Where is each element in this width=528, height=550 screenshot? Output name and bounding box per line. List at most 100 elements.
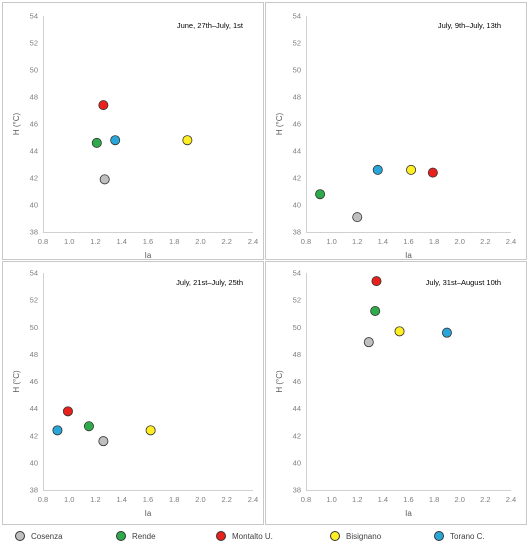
y-tick-label: 54 <box>293 12 301 21</box>
point-cosenza <box>98 436 109 447</box>
legend-label-rende: Rende <box>132 531 156 541</box>
x-tick-label: 1.8 <box>429 237 439 246</box>
x-tick-label: 2.0 <box>195 495 205 504</box>
y-tick-label: 38 <box>30 228 38 237</box>
y-tick-label: 50 <box>30 323 38 332</box>
y-tick-label: 46 <box>293 120 301 129</box>
x-tick-label: 2.0 <box>455 237 465 246</box>
x-axis-title: Ia <box>145 509 152 518</box>
x-tick-label: 2.4 <box>506 495 516 504</box>
x-tick-label: 0.8 <box>301 237 311 246</box>
panel-title-3: July, 21st–July, 25th <box>176 278 243 287</box>
x-tick-label: 1.2 <box>352 237 362 246</box>
y-tick-label: 52 <box>293 296 301 305</box>
x-tick-label: 1.8 <box>169 495 179 504</box>
y-tick-label: 48 <box>293 350 301 359</box>
x-tick-label: 1.8 <box>169 237 179 246</box>
y-tick-label: 50 <box>293 323 301 332</box>
x-axis-title: Ia <box>405 251 412 260</box>
y-tick-label: 46 <box>30 120 38 129</box>
x-tick-label: 2.4 <box>248 495 258 504</box>
x-tick-label: 1.6 <box>403 495 413 504</box>
y-tick-label: 40 <box>293 458 301 467</box>
x-axis-title: Ia <box>145 251 152 260</box>
x-tick-label: 1.0 <box>326 495 336 504</box>
x-tick-label: 2.0 <box>455 495 465 504</box>
point-rende <box>315 189 326 200</box>
y-tick-label: 46 <box>293 377 301 386</box>
point-bisignano <box>182 135 193 146</box>
y-tick-label: 40 <box>293 201 301 210</box>
y-tick-label: 52 <box>293 39 301 48</box>
panel-title-4: July, 31st–August 10th <box>426 278 501 287</box>
y-tick-label: 42 <box>30 431 38 440</box>
point-bisignano <box>145 425 156 436</box>
y-tick-label: 48 <box>30 350 38 359</box>
legend-label-torano: Torano C. <box>450 531 485 541</box>
legend-item-rende: Rende <box>116 529 156 543</box>
y-tick-label: 52 <box>30 39 38 48</box>
x-tick-label: 2.0 <box>195 237 205 246</box>
panel-frame-4 <box>265 261 527 525</box>
legend-label-bisignano: Bisignano <box>346 531 382 541</box>
y-axis-title: H (°C) <box>12 370 21 393</box>
x-tick-label: 0.8 <box>301 495 311 504</box>
y-tick-label: 38 <box>293 228 301 237</box>
point-rende <box>83 421 94 432</box>
legend-label-cosenza: Cosenza <box>31 531 63 541</box>
y-tick-label: 40 <box>30 458 38 467</box>
x-tick-label: 1.4 <box>378 495 388 504</box>
point-rende <box>370 305 381 316</box>
x-tick-label: 1.2 <box>90 495 100 504</box>
point-cosenza <box>99 174 110 185</box>
y-tick-label: 54 <box>293 269 301 278</box>
y-tick-label: 38 <box>30 486 38 495</box>
point-torano-c <box>110 135 121 146</box>
legend-swatch-torano <box>434 531 444 541</box>
x-tick-label: 2.2 <box>480 237 490 246</box>
point-torano-c <box>52 425 63 436</box>
y-tick-label: 42 <box>30 174 38 183</box>
point-bisignano <box>406 164 417 175</box>
x-tick-label: 2.2 <box>222 237 232 246</box>
x-tick-label: 0.8 <box>38 495 48 504</box>
panel-frame-3 <box>2 261 264 525</box>
y-tick-label: 54 <box>30 269 38 278</box>
panel-title-1: June, 27th–July, 1st <box>177 21 244 30</box>
x-tick-label: 1.6 <box>143 237 153 246</box>
y-axis-title: H (°C) <box>12 113 21 136</box>
panel-frame-1 <box>2 2 264 260</box>
legend-swatch-montalto <box>216 531 226 541</box>
point-montalto-u <box>427 167 438 178</box>
y-tick-label: 44 <box>30 404 38 413</box>
panel-title-2: July, 9th–July, 13th <box>438 21 501 30</box>
legend-swatch-rende <box>116 531 126 541</box>
legend-item-bisignano: Bisignano <box>330 529 381 543</box>
x-tick-label: 1.4 <box>117 495 127 504</box>
y-tick-label: 40 <box>30 201 38 210</box>
x-tick-label: 2.4 <box>506 237 516 246</box>
y-tick-label: 54 <box>30 12 38 21</box>
x-tick-label: 1.4 <box>117 237 127 246</box>
point-montalto-u <box>62 406 73 417</box>
legend-swatch-bisignano <box>330 531 340 541</box>
legend: Cosenza Rende Montalto U. Bisignano Tora… <box>0 527 528 547</box>
y-tick-label: 48 <box>30 93 38 102</box>
x-tick-label: 1.8 <box>429 495 439 504</box>
y-tick-label: 38 <box>293 486 301 495</box>
x-tick-label: 1.2 <box>352 495 362 504</box>
x-axis-title: Ia <box>405 509 412 518</box>
y-tick-label: 42 <box>293 174 301 183</box>
legend-swatch-cosenza <box>15 531 25 541</box>
point-montalto-u <box>98 100 109 111</box>
x-tick-label: 0.8 <box>38 237 48 246</box>
y-tick-label: 48 <box>293 93 301 102</box>
x-tick-label: 1.6 <box>143 495 153 504</box>
y-tick-label: 42 <box>293 431 301 440</box>
point-bisignano <box>394 326 405 337</box>
y-tick-label: 44 <box>293 404 301 413</box>
legend-item-cosenza: Cosenza <box>15 529 63 543</box>
x-tick-label: 1.6 <box>403 237 413 246</box>
panel-frame-2 <box>265 2 527 260</box>
